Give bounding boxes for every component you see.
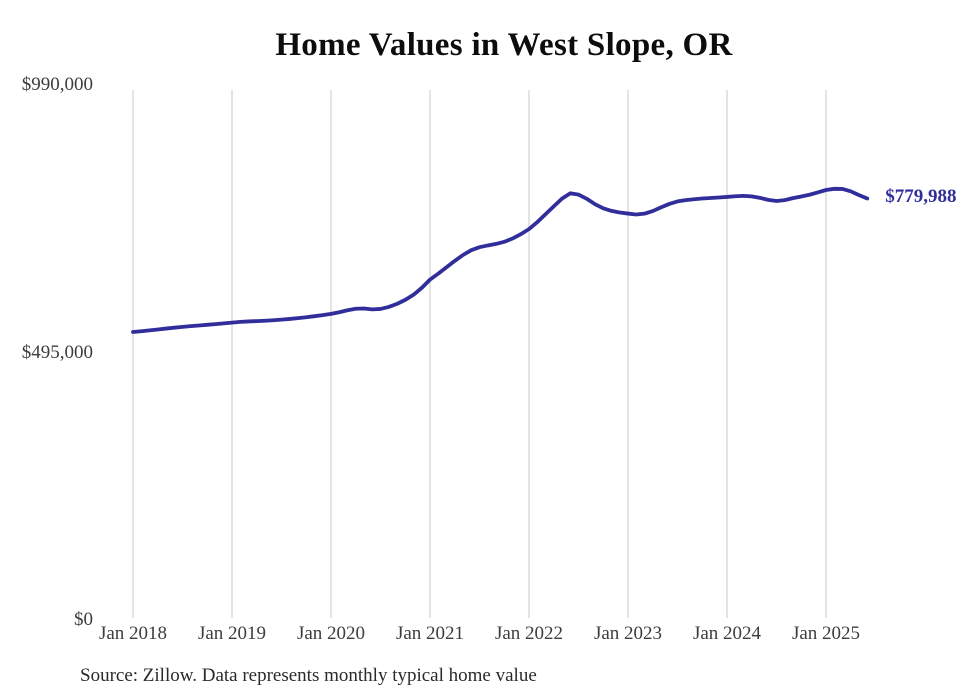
latest-value-label: $779,988 [885,186,957,208]
x-tick-label: Jan 2019 [197,623,267,644]
x-tick-label: Jan 2022 [494,623,564,644]
x-tick-label: Jan 2021 [395,623,465,644]
home-value-line [131,186,870,334]
x-tick-label: Jan 2025 [791,623,861,644]
chart-title: Home Values in West Slope, OR [275,27,733,63]
x-tick-label: Jan 2018 [98,623,168,644]
source-note: Source: Zillow. Data represents monthly … [80,665,537,686]
y-tick-label: $495,000 [21,341,93,363]
y-tick-label: $990,000 [21,74,93,95]
year-gridlines [132,90,827,618]
x-tick-label: Jan 2023 [593,623,663,644]
x-tick-label: Jan 2024 [692,623,762,644]
x-tick-label: Jan 2020 [296,623,366,644]
y-tick-label: $0 [74,609,93,630]
